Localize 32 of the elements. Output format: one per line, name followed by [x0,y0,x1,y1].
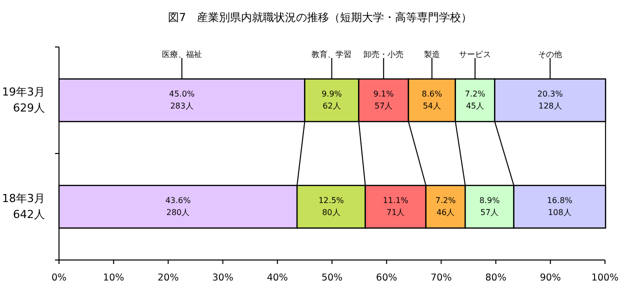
data-label: 7.2% 46人 [435,196,456,217]
x-tick-label: 70% [430,272,452,284]
x-tick-label: 20% [158,272,179,284]
x-tick-label: 50% [321,272,343,284]
text: 教育、学習 [312,50,352,60]
x-tick-label: 0% [51,272,67,284]
text: 製造 [424,50,440,60]
x-tick-label: 30% [212,272,234,284]
y-tick-label: 18年3月 642人 [2,192,45,221]
text: その他 [538,50,562,60]
data-label: 16.8% 108人 [546,196,573,217]
data-label: 43.6% 280人 [165,196,192,217]
data-label: 7.2% 45人 [464,89,486,110]
data-label: 9.9% 62人 [322,89,342,110]
x-tick-label: 80% [485,272,506,284]
x-tick-label: 90% [540,272,561,284]
data-label: 45.0% 283人 [169,89,195,110]
data-label: 8.9% 57人 [479,196,500,217]
chart-title: 図7 産業別県内就職状況の推移（短期大学・高等専門学校） [168,11,472,24]
data-label: 20.3% 128人 [537,89,564,110]
x-tick-label: 40% [266,272,288,284]
data-label: 11.1% 71人 [382,196,409,217]
y-tick-label: 19年3月 629人 [2,85,45,114]
data-label: 9.1% 57人 [373,89,394,110]
text: 医療、福祉 [162,50,202,60]
x-tick-label: 10% [103,272,124,284]
x-tick-label: 60% [376,272,398,284]
text: サービス [459,50,492,60]
text: 卸売・小売 [364,50,404,60]
x-tick-label: 100% [591,272,619,284]
data-label: 8.6% 54人 [422,89,442,110]
data-label: 12.5% 80人 [318,196,344,217]
